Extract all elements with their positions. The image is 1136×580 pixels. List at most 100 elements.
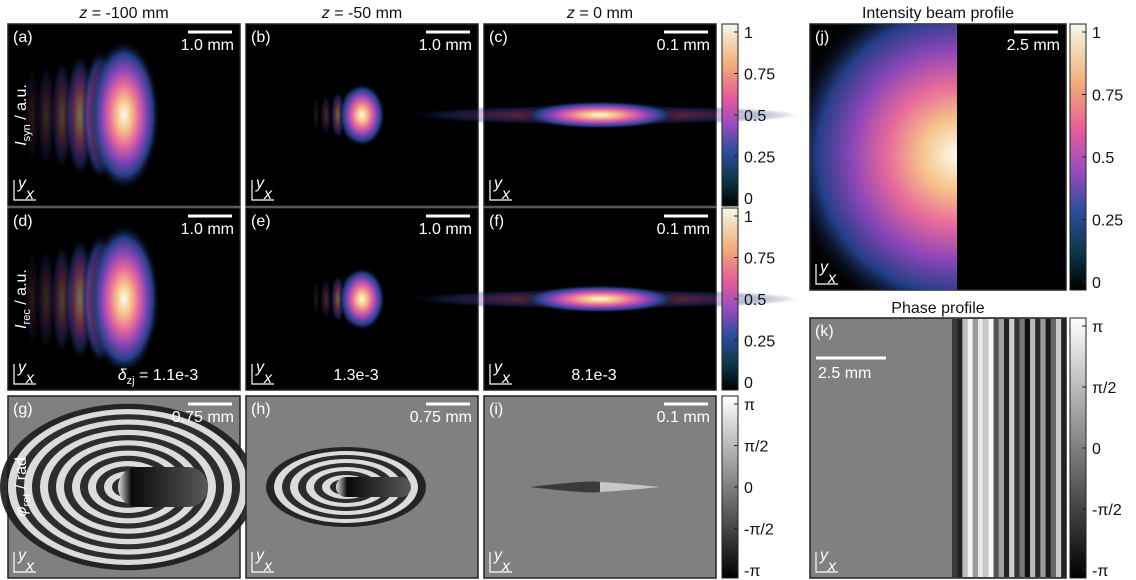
colorbar-label: 0 <box>744 375 753 392</box>
axes-indicator <box>13 364 36 385</box>
axes-indicator <box>13 552 36 573</box>
scale-label: 0.75 mm <box>410 409 472 426</box>
scale-label: 1.0 mm <box>181 221 234 238</box>
colorbar-label: 0 <box>744 191 753 208</box>
colorbar-label: 0.75 <box>1092 88 1123 105</box>
axis-x-label: x <box>263 558 273 575</box>
intensity-spot <box>88 39 160 191</box>
intensity-spot <box>24 67 40 163</box>
column-header: z = -50 mm <box>321 5 402 22</box>
colorbar-label: π/2 <box>744 439 768 456</box>
phase-stripe <box>1014 319 1020 577</box>
scale-label: 0.75 mm <box>172 409 234 426</box>
axis-x-label: x <box>827 270 837 287</box>
colorbar-label: π <box>744 397 755 414</box>
row-subscript: rec <box>21 309 33 325</box>
axis-y-label: y <box>17 175 27 192</box>
column-header: z = 0 mm <box>566 5 633 22</box>
panel-label: (k) <box>815 323 834 340</box>
intensity-spot <box>320 279 332 319</box>
row-unit: / a.u. <box>13 269 30 309</box>
phase-stripe <box>972 319 978 577</box>
intensity-spot <box>37 247 55 351</box>
phase-core <box>336 477 411 497</box>
row-label: φret / rad <box>13 457 33 517</box>
phase-stripe <box>962 319 968 577</box>
axis-x-label: x <box>25 558 35 575</box>
axes-indicator <box>251 364 274 385</box>
phase-stripe <box>1050 319 1056 577</box>
intensity-spot <box>312 281 320 317</box>
row-subscript: syn <box>21 124 33 141</box>
header-variable: z <box>566 5 575 22</box>
colorbar-label: -π/2 <box>744 522 774 539</box>
panel-title: Intensity beam profile <box>862 5 1014 22</box>
error-label: δzj = 1.1e-3 <box>118 367 199 387</box>
colorbar-label: 1 <box>744 209 753 226</box>
row-symbol: I <box>13 141 30 146</box>
intensity-spot <box>520 101 680 129</box>
axis-y-label: y <box>17 547 27 564</box>
intensity-spot <box>88 223 160 375</box>
phase-stripe <box>998 319 1004 577</box>
phase-stripe <box>983 319 989 577</box>
colorbar-label: 0 <box>1092 275 1101 292</box>
scale-label: 0.1 mm <box>657 409 710 426</box>
axes-indicator <box>489 552 512 573</box>
axes-indicator <box>13 180 36 201</box>
colorbar-label: 0.25 <box>1092 213 1123 230</box>
intensity-spot <box>37 63 55 167</box>
header-variable: z <box>78 5 87 22</box>
axis-y-label: y <box>493 175 503 192</box>
header-variable: z <box>321 5 330 22</box>
axis-x-label: x <box>501 370 511 387</box>
axis-y-label: y <box>493 359 503 376</box>
axes-indicator <box>489 364 512 385</box>
scale-label: 0.1 mm <box>657 221 710 238</box>
colorbar-label: 0.5 <box>1092 150 1114 167</box>
panel-label: (a) <box>13 29 33 46</box>
phase-core <box>118 467 208 507</box>
scale-label: 2.5 mm <box>1007 37 1060 54</box>
scale-label: 1.0 mm <box>181 37 234 54</box>
phase-stripe <box>1045 319 1051 577</box>
colorbar-label: 0.5 <box>744 108 766 125</box>
intensity-spot <box>520 285 680 313</box>
panel-title: Phase profile <box>891 300 984 317</box>
header-text: = 0 mm <box>575 5 633 22</box>
panel-label: (d) <box>13 213 33 230</box>
beam-spot <box>810 24 957 290</box>
colorbar-label: 0.5 <box>744 292 766 309</box>
phase-stripe <box>988 319 994 577</box>
axis-y-label: y <box>819 547 829 564</box>
axis-y-label: y <box>819 259 829 276</box>
phase-stripe <box>1030 319 1036 577</box>
phase-stripe <box>1009 319 1015 577</box>
axes-indicator <box>815 264 838 285</box>
panel-label: (f) <box>489 213 504 230</box>
phase-stripe <box>1040 319 1046 577</box>
error-value: = 1.1e-3 <box>135 367 199 384</box>
error-subscript: zj <box>127 375 135 387</box>
panel-label: (c) <box>489 29 508 46</box>
error-label: 1.3e-3 <box>333 367 378 384</box>
colorbar-label: -π <box>1092 563 1108 580</box>
phase-stripe <box>1024 319 1030 577</box>
phase-stripe <box>1019 319 1025 577</box>
axis-x-label: x <box>25 370 35 387</box>
row-subscript: ret <box>21 494 33 507</box>
phase-stripe <box>1056 319 1062 577</box>
colorbar-label: -π <box>744 563 760 580</box>
column-header: z = -100 mm <box>78 5 168 22</box>
colorbar-label: 1 <box>1092 25 1101 42</box>
colorbar-label: π <box>1092 319 1103 336</box>
axis-x-label: x <box>263 186 273 203</box>
axis-y-label: y <box>493 547 503 564</box>
intensity-spot <box>338 83 386 147</box>
axes-indicator <box>251 552 274 573</box>
intensity-spot <box>338 267 386 331</box>
phase-stripe <box>978 319 984 577</box>
panel-label: (e) <box>251 213 271 230</box>
axis-y-label: y <box>255 359 265 376</box>
